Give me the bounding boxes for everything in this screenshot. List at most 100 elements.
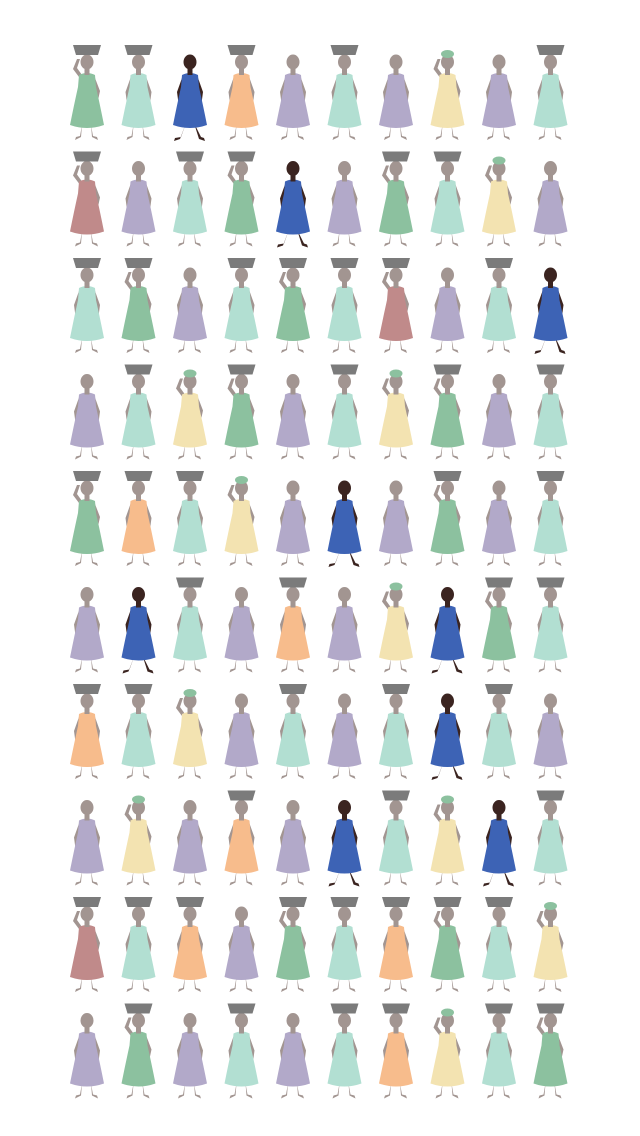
basket-icon: [331, 365, 359, 375]
head: [544, 374, 557, 389]
basket-icon: [434, 471, 462, 481]
head: [81, 268, 94, 283]
basket-icon: [279, 258, 307, 268]
basket-icon: [382, 1004, 410, 1014]
jug-icon: [441, 50, 454, 58]
head: [132, 587, 145, 602]
basket-icon: [73, 258, 101, 268]
basket-icon: [537, 45, 565, 55]
head: [184, 161, 197, 176]
head: [493, 55, 506, 70]
head: [184, 55, 197, 70]
basket-icon: [228, 791, 256, 801]
basket-icon: [537, 1004, 565, 1014]
head: [544, 161, 557, 176]
basket-icon: [228, 365, 256, 375]
head: [81, 55, 94, 70]
head: [338, 907, 351, 922]
head: [235, 374, 248, 389]
head: [338, 268, 351, 283]
head: [338, 481, 351, 496]
jug-icon: [544, 902, 557, 910]
head: [441, 694, 454, 709]
basket-icon: [331, 1004, 359, 1014]
head: [81, 800, 94, 815]
head: [441, 907, 454, 922]
jug-icon: [493, 157, 506, 165]
head: [235, 694, 248, 709]
head: [544, 268, 557, 283]
head: [132, 268, 145, 283]
basket-icon: [125, 1004, 153, 1014]
head: [493, 587, 506, 602]
basket-icon: [382, 684, 410, 694]
basket-icon: [279, 578, 307, 588]
basket-icon: [434, 152, 462, 162]
head: [441, 161, 454, 176]
basket-icon: [434, 365, 462, 375]
basket-icon: [279, 897, 307, 907]
head: [287, 800, 300, 815]
basket-icon: [485, 258, 513, 268]
basket-icon: [125, 684, 153, 694]
head: [81, 694, 94, 709]
head: [544, 1013, 557, 1028]
head: [235, 587, 248, 602]
head: [493, 1013, 506, 1028]
basket-icon: [485, 1004, 513, 1014]
head: [390, 161, 403, 176]
basket-icon: [537, 578, 565, 588]
head: [338, 161, 351, 176]
head: [81, 587, 94, 602]
head: [132, 907, 145, 922]
head: [441, 481, 454, 496]
head: [287, 161, 300, 176]
jug-icon: [132, 796, 145, 804]
jug-icon: [390, 370, 403, 378]
basket-icon: [382, 258, 410, 268]
head: [441, 587, 454, 602]
head: [287, 481, 300, 496]
head: [493, 374, 506, 389]
head: [493, 800, 506, 815]
jug-icon: [441, 796, 454, 804]
jug-icon: [390, 583, 403, 591]
head: [493, 268, 506, 283]
jug-icon: [184, 370, 197, 378]
head: [235, 1013, 248, 1028]
head: [184, 268, 197, 283]
basket-icon: [228, 152, 256, 162]
basket-icon: [125, 897, 153, 907]
head: [338, 1013, 351, 1028]
head: [544, 587, 557, 602]
basket-icon: [73, 471, 101, 481]
head: [132, 1013, 145, 1028]
basket-icon: [176, 897, 204, 907]
head: [338, 374, 351, 389]
head: [235, 268, 248, 283]
head: [338, 587, 351, 602]
basket-icon: [382, 897, 410, 907]
basket-icon: [537, 791, 565, 801]
head: [132, 374, 145, 389]
basket-icon: [73, 45, 101, 55]
head: [132, 161, 145, 176]
head: [287, 694, 300, 709]
head: [132, 694, 145, 709]
basket-icon: [228, 1004, 256, 1014]
basket-icon: [73, 152, 101, 162]
basket-icon: [382, 791, 410, 801]
basket-icon: [73, 897, 101, 907]
head: [81, 1013, 94, 1028]
head: [184, 587, 197, 602]
head: [544, 55, 557, 70]
head: [390, 268, 403, 283]
basket-icon: [485, 897, 513, 907]
head: [235, 161, 248, 176]
basket-icon: [125, 258, 153, 268]
head: [81, 374, 94, 389]
head: [390, 55, 403, 70]
head: [390, 800, 403, 815]
head: [235, 55, 248, 70]
